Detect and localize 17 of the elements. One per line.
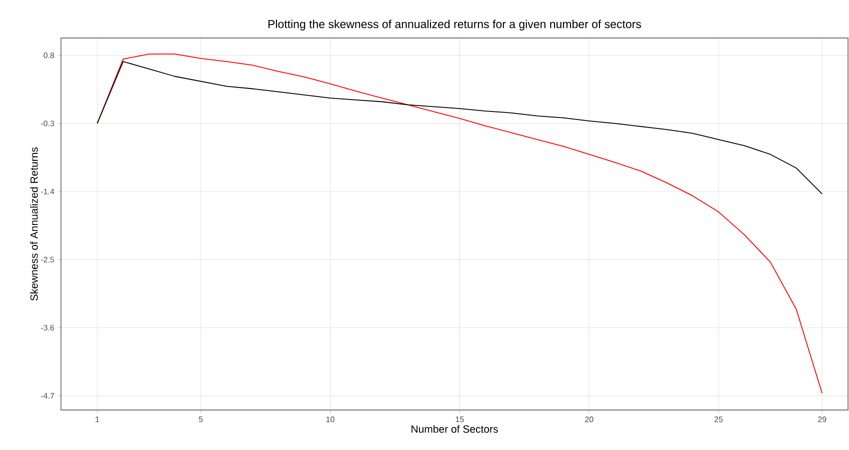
x-tick-label: 29	[818, 416, 826, 422]
chart-title: Plotting the skewness of annualized returns for a given number of sectors	[268, 20, 642, 30]
line-series	[96, 54, 823, 394]
x-tick-label: 10	[326, 416, 334, 422]
x-tick-label: 1	[96, 416, 100, 422]
x-tick-label: 20	[585, 416, 594, 422]
x-tick-label: 25	[714, 416, 723, 422]
y-axis-title: Skewness of Annualized Returns	[30, 147, 38, 301]
y-tick-label: -1.4	[41, 188, 54, 194]
y-tick-label: -0.3	[41, 120, 54, 126]
x-axis-title: Number of Sectors	[412, 425, 498, 433]
y-tick-label: 0.8	[44, 52, 54, 58]
y-tick-label: -4.7	[41, 393, 54, 399]
x-tick-label: 15	[456, 416, 464, 422]
x-tick-label: 5	[198, 416, 203, 422]
y-tick-label: -3.6	[41, 324, 54, 331]
y-tick-label: -2.5	[41, 256, 54, 262]
